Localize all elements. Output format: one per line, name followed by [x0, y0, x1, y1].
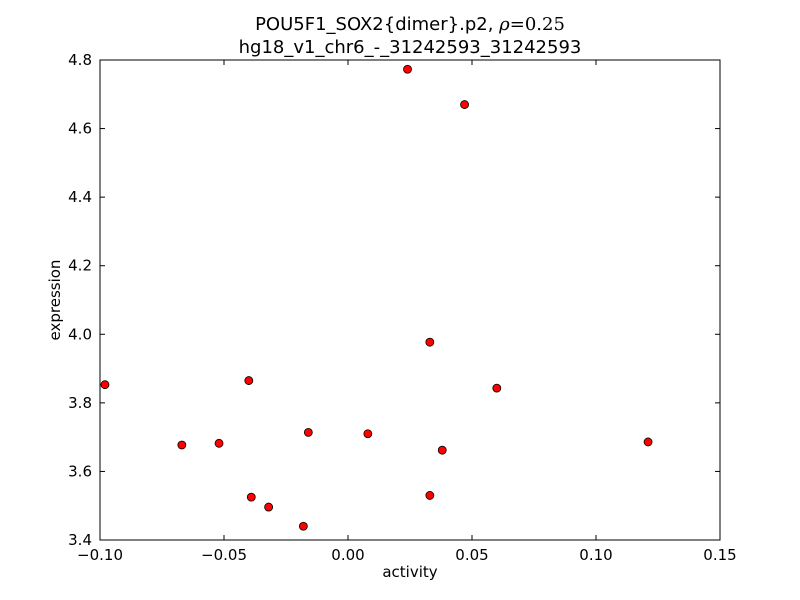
y-tick-label: 4.6 — [68, 120, 92, 138]
data-point — [403, 64, 412, 74]
x-tick-label: 0.05 — [455, 546, 488, 564]
y-axis-ticks: 3.4 3.6 3.8 4.0 4.2 4.4 4.6 4.8 — [68, 51, 720, 549]
data-points — [100, 64, 653, 531]
x-axis-label: activity — [382, 563, 437, 581]
data-point — [100, 380, 110, 390]
y-tick-label: 4.8 — [68, 51, 92, 69]
plot-area — [100, 60, 720, 540]
data-point — [177, 440, 187, 450]
data-point — [425, 491, 435, 500]
y-tick-label: 4.2 — [68, 257, 92, 275]
data-point — [643, 437, 653, 447]
y-tick-label: 3.6 — [68, 462, 92, 480]
data-point — [460, 100, 469, 109]
data-point — [425, 337, 435, 347]
y-axis-label: expression — [46, 260, 64, 341]
data-point — [214, 438, 224, 448]
chart-title-line-2: hg18_v1_chr6_-_31242593_31242593 — [239, 37, 582, 58]
data-point — [363, 429, 373, 439]
data-point — [492, 383, 502, 393]
data-point — [264, 502, 274, 512]
chart-title-prefix: POU5F1_SOX2{dimer}.p2, — [255, 14, 499, 35]
y-tick-label: 4.0 — [68, 325, 92, 343]
chart-title-rho-symbol: ρ — [498, 14, 510, 35]
plot-frame — [99, 59, 721, 541]
data-point — [298, 521, 308, 531]
chart-title-rho-value: =0.25 — [510, 14, 565, 35]
data-point — [437, 445, 447, 455]
x-tick-label: 0.00 — [331, 546, 364, 564]
x-tick-label: 0.10 — [579, 546, 612, 564]
x-tick-label: −0.10 — [77, 546, 123, 564]
chart-title-line-1: POU5F1_SOX2{dimer}.p2, ρ=0.25 — [255, 14, 565, 35]
y-tick-label: 3.8 — [68, 394, 92, 412]
data-point — [303, 427, 313, 437]
y-tick-label: 3.4 — [68, 531, 92, 549]
data-point — [246, 492, 256, 502]
x-tick-label: −0.05 — [201, 546, 247, 564]
data-point — [244, 376, 254, 385]
x-axis-ticks: −0.10 −0.05 0.00 0.05 0.10 0.15 — [77, 60, 737, 564]
x-tick-label: 0.15 — [703, 546, 736, 564]
y-tick-label: 4.4 — [68, 188, 92, 206]
